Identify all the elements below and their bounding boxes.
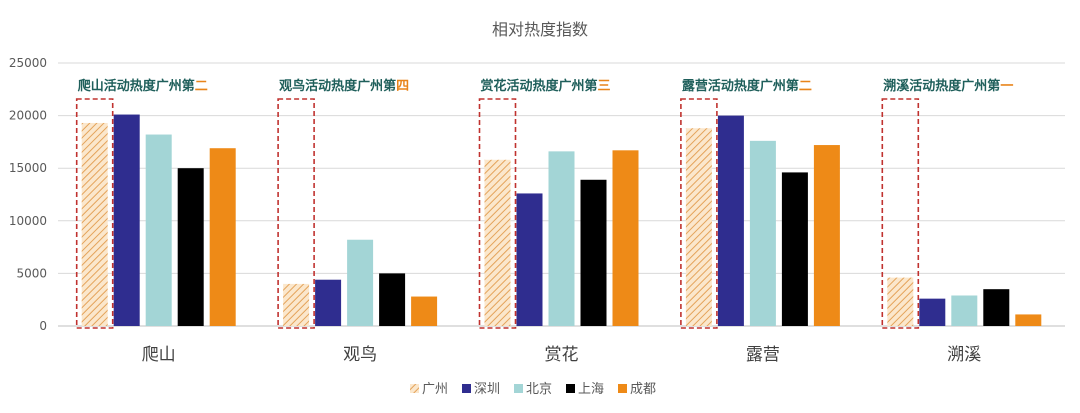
x-tick-label: 赏花 (545, 345, 579, 365)
x-tick-label: 溯溪 (947, 345, 981, 365)
annotations: 爬山活动热度广州第二 观鸟活动热度广州第四 赏花活动热度广州第三 露营活动热度广州第二… (77, 78, 1014, 94)
bar (749, 140, 776, 326)
bar (315, 279, 342, 326)
y-tick-label: 15000 (9, 161, 47, 175)
chart-title: 相对热度指数 (492, 20, 588, 39)
highlight-box (277, 98, 315, 329)
annotation-rank: 二 (195, 79, 208, 94)
legend-label: 上海 (578, 382, 604, 397)
annotation-rank: 四 (396, 79, 409, 94)
legend-swatch (410, 384, 419, 393)
bar (717, 115, 744, 326)
bar (612, 150, 639, 326)
legend: 广州 深圳 北京 上海 成都 (410, 382, 656, 397)
legend-swatch (514, 384, 523, 393)
legend-swatch (618, 384, 627, 393)
bar (580, 179, 607, 326)
annotation-label: 爬山活动热度广州第二 (77, 78, 208, 94)
x-tick-label: 观鸟 (343, 345, 377, 365)
bar (516, 193, 543, 326)
bar (781, 172, 808, 326)
bar (177, 168, 204, 326)
annotation-label: 露营活动热度广州第二 (682, 78, 812, 94)
bar (951, 295, 978, 326)
y-tick-label: 0 (39, 319, 47, 333)
legend-label: 成都 (630, 382, 656, 397)
annotation-label: 观鸟活动热度广州第四 (279, 78, 409, 94)
bar (484, 159, 511, 326)
bar (887, 277, 914, 326)
bar (411, 296, 438, 326)
legend-label: 深圳 (474, 382, 500, 397)
x-tick-label: 露营 (746, 345, 780, 365)
bar (919, 298, 946, 326)
y-tick-label: 5000 (16, 266, 47, 280)
y-tick-label: 20000 (9, 109, 47, 123)
highlight-box (881, 98, 920, 329)
bar (983, 289, 1010, 326)
bar (283, 283, 310, 326)
bar (548, 151, 575, 326)
bar (1015, 314, 1042, 326)
annotation-label: 溯溪活动热度广州第一 (883, 78, 1013, 94)
bar (813, 145, 840, 326)
x-tick-label: 爬山 (142, 345, 176, 365)
x-axis: 爬山 观鸟 赏花 露营 溯溪 (142, 345, 982, 365)
highlight-box (680, 98, 718, 329)
legend-swatch (462, 384, 471, 393)
legend-label: 广州 (422, 382, 448, 397)
highlight-boxes (75, 98, 920, 329)
highlight-box (75, 98, 114, 329)
annotation-rank: 二 (799, 79, 812, 94)
annotation-label: 赏花活动热度广州第三 (481, 78, 611, 94)
bar (145, 134, 172, 326)
bar (347, 239, 374, 326)
bar (379, 273, 406, 326)
bar (685, 128, 712, 326)
y-axis: 0 5000 10000 15000 20000 25000 (9, 56, 47, 333)
bar (113, 114, 140, 326)
annotation-rank: 一 (1000, 79, 1013, 94)
bars (81, 114, 1042, 327)
y-tick-label: 25000 (9, 56, 47, 70)
bar (209, 148, 236, 326)
annotation-rank: 三 (598, 79, 611, 94)
bar (81, 122, 108, 327)
legend-swatch (566, 384, 575, 393)
legend-label: 北京 (526, 382, 552, 397)
y-tick-label: 10000 (9, 214, 47, 228)
highlight-box (478, 98, 517, 329)
